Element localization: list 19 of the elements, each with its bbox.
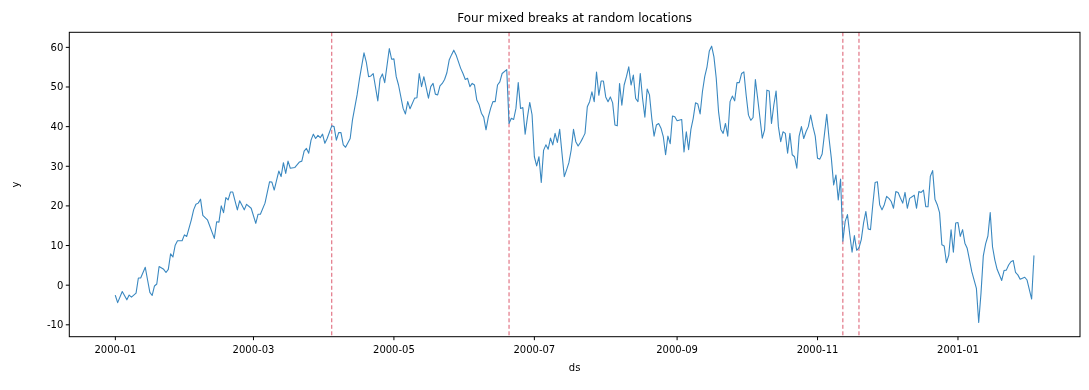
y-tick-label: 50 — [50, 81, 64, 93]
y-axis-title: y — [10, 181, 21, 188]
y-tick-label: 30 — [50, 160, 64, 172]
y-tick-label: -10 — [46, 319, 64, 331]
y-tick-label: 10 — [50, 240, 64, 252]
line-series — [114, 45, 1035, 323]
x-tick-label: 2000-05 — [373, 343, 415, 355]
x-axis-title: ds — [568, 361, 581, 373]
x-tick-label: 2000-09 — [656, 343, 698, 355]
y-tick-label: 20 — [50, 200, 64, 212]
y-tick-label: 0 — [56, 279, 64, 291]
x-tick-label: 2000-01 — [94, 343, 137, 355]
x-tick-label: 2000-11 — [796, 343, 839, 355]
x-tick-label: 2001-01 — [937, 343, 979, 355]
x-tick-label: 2000-07 — [513, 343, 556, 355]
x-tick-label: 2000-03 — [232, 343, 275, 355]
y-tick-label: 60 — [50, 41, 64, 53]
chart-title: Four mixed breaks at random locations — [457, 11, 693, 25]
y-tick-label: 40 — [50, 121, 64, 133]
